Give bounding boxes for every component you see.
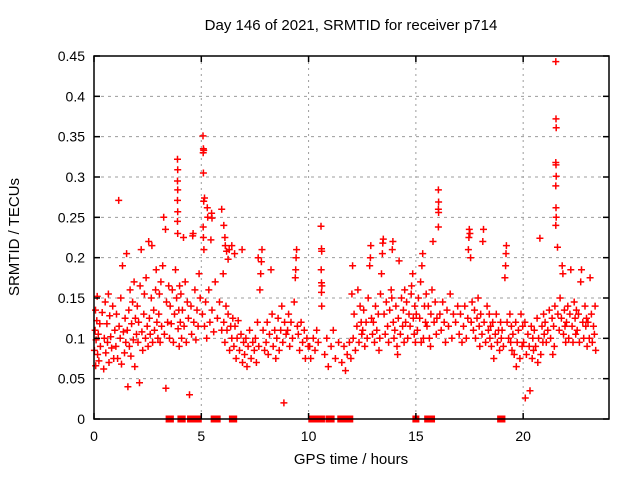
y-tick-label: 0.15 — [58, 290, 85, 306]
y-tick-label: 0.25 — [58, 209, 85, 225]
y-tick-label: 0.2 — [66, 250, 86, 266]
y-tick-label: 0.35 — [58, 129, 85, 145]
y-tick-label: 0.45 — [58, 48, 85, 64]
y-tick-label: 0.3 — [66, 169, 86, 185]
y-tick-label: 0.1 — [66, 330, 86, 346]
x-tick-label: 0 — [90, 428, 98, 444]
x-tick-label: 5 — [197, 428, 205, 444]
y-tick-label: 0.4 — [66, 88, 86, 104]
x-tick-label: 10 — [301, 428, 317, 444]
y-tick-label: 0.05 — [58, 371, 85, 387]
x-axis-label: GPS time / hours — [294, 451, 408, 468]
axis-ticks — [93, 55, 609, 420]
x-tick-labels: 0 5 10 15 20 — [90, 428, 531, 444]
y-axis-label: SRMTID / TECUs — [6, 178, 23, 296]
y-tick-labels: 0 0.05 0.1 0.15 0.2 0.25 0.3 0.35 0.4 0.45 — [58, 48, 85, 427]
plot-border — [93, 55, 610, 420]
x-tick-label: 15 — [408, 428, 424, 444]
chart-title: Day 146 of 2021, SRMTID for receiver p71… — [205, 17, 498, 34]
x-tick-label: 20 — [515, 428, 531, 444]
y-tick-label: 0 — [77, 411, 85, 427]
gridlines — [94, 56, 609, 419]
